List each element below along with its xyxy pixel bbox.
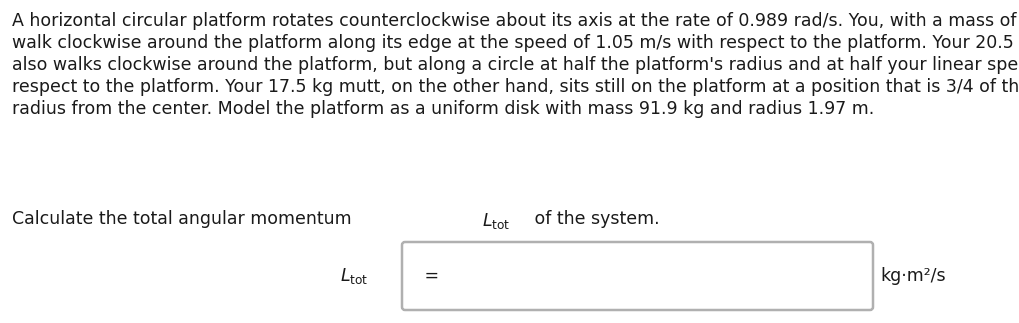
Text: $L_{\mathrm{tot}}$: $L_{\mathrm{tot}}$ [340,266,369,286]
Text: Calculate the total angular momentum: Calculate the total angular momentum [12,210,357,228]
Text: respect to the platform. Your 17.5 kg mutt, on the other hand, sits still on the: respect to the platform. Your 17.5 kg mu… [12,78,1019,96]
Text: kg·m²/s: kg·m²/s [880,267,946,285]
Text: A horizontal circular platform rotates counterclockwise about its axis at the ra: A horizontal circular platform rotates c… [12,12,1019,30]
Text: $L_{\mathrm{tot}}$: $L_{\mathrm{tot}}$ [482,211,511,231]
FancyBboxPatch shape [403,242,873,310]
Text: =: = [419,267,439,285]
Text: walk clockwise around the platform along its edge at the speed of 1.05 m/s with : walk clockwise around the platform along… [12,34,1019,52]
Text: of the system.: of the system. [529,210,659,228]
Text: also walks clockwise around the platform, but along a circle at half the platfor: also walks clockwise around the platform… [12,56,1019,74]
Text: radius from the center. Model the platform as a uniform disk with mass 91.9 kg a: radius from the center. Model the platfo… [12,100,874,118]
